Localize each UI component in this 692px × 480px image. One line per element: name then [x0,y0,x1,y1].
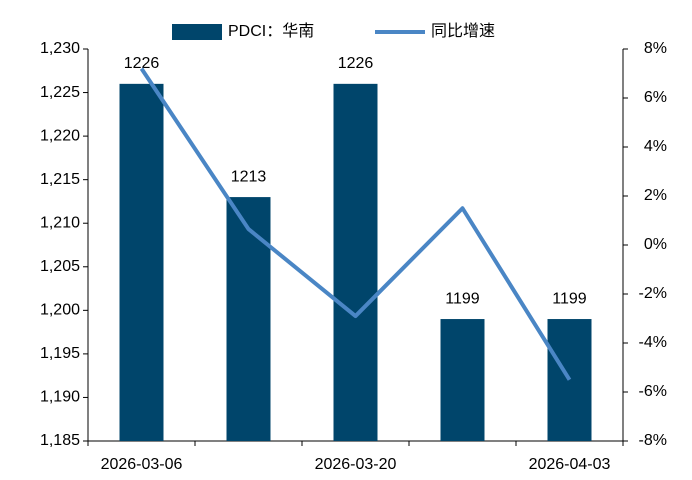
y-tick-label: 1,190 [40,389,80,406]
y-tick-label: 1,225 [40,84,80,101]
y2-tick-label: 2% [644,187,667,204]
y-tick-label: 1,220 [40,127,80,144]
legend-label: PDCI：华南 [228,22,314,40]
y2-tick-label: -4% [639,334,667,351]
x-tick-label: 2026-03-20 [315,456,397,473]
y2-tick-label: 8% [644,40,667,57]
bar [440,319,485,441]
y-tick-label: 1,230 [40,40,80,57]
bar-label: 1226 [124,55,160,72]
legend-label: 同比增速 [431,22,495,40]
y2-tick-label: 6% [644,89,667,106]
y-tick-label: 1,195 [40,345,80,362]
y-tick-label: 1,215 [40,171,80,188]
bar-label: 1199 [552,290,587,307]
y2-tick-label: 4% [644,138,667,155]
line [139,67,572,381]
y-tick-label: 1,210 [40,214,80,231]
y-tick-label: 1,205 [40,258,80,275]
bar-label: 1213 [231,168,267,185]
x-tick-label: 2026-03-06 [101,456,183,473]
y-tick-label: 1,200 [40,302,80,319]
bar [226,197,271,441]
bar-label: 1199 [445,290,480,307]
bar-label: 1226 [338,55,374,72]
legend-swatch [172,24,222,40]
bar [333,83,378,441]
bar [547,319,592,441]
y-tick-label: 1,185 [40,432,80,449]
y2-tick-label: -6% [639,383,667,400]
x-tick-label: 2026-04-03 [529,456,611,473]
y2-tick-label: 0% [644,236,667,253]
y2-tick-label: -2% [639,285,667,302]
bar [119,83,164,441]
y2-tick-label: -8% [639,432,667,449]
